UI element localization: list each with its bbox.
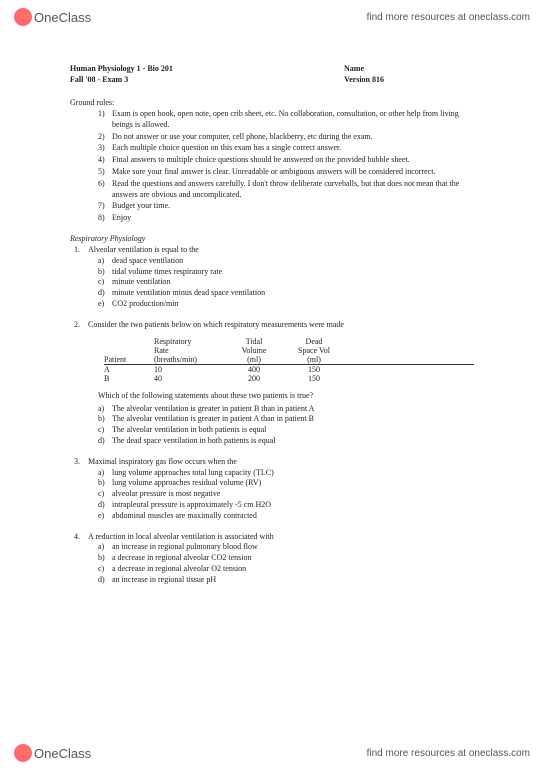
option-text: The alveolar ventilation in both patient… [112,425,266,436]
col-header: Respiratory [154,337,224,346]
rule-text: Enjoy [112,213,131,224]
rule-text: Each multiple choice question on this ex… [112,143,341,154]
option-text: alveolar pressure is most negative [112,489,220,500]
col-header: (ml) [284,355,344,364]
logo-icon [14,8,32,26]
option-text: abdominal muscles are maximally contract… [112,511,257,522]
ground-rules-heading: Ground rules: [70,98,474,107]
option-text: dead space ventilation [112,256,183,267]
rule-text: Budget your time. [112,201,170,212]
option-text: an increase in regional pulmonary blood … [112,542,258,553]
brand-logo[interactable]: OneClass [14,8,91,26]
col-header: Space Vol [284,346,344,355]
option-text: minute ventilation minus dead space vent… [112,288,265,299]
header-bar: OneClass find more resources at oneclass… [0,0,544,34]
cell: 40 [154,374,224,383]
col-header: Dead [284,337,344,346]
question-text: Consider the two patients below on which… [88,320,344,331]
col-header: Tidal [224,337,284,346]
header-tagline[interactable]: find more resources at oneclass.com [367,12,530,23]
col-header: (ml) [224,355,284,364]
rule-text: Final answers to multiple choice questio… [112,155,410,166]
cell: 150 [284,374,344,383]
version-label: Version 816 [344,75,384,84]
logo-icon [14,744,32,762]
cell: 400 [224,365,284,374]
question-4: 4.A reduction in local alveolar ventilat… [74,532,474,586]
option-text: CO2 production/min [112,299,178,310]
cell: 200 [224,374,284,383]
course-title: Human Physiology 1 - Bio 201 [70,64,173,73]
logo-text: OneClass [34,10,91,25]
name-label: Name [344,64,364,73]
option-text: The alveolar ventilation is greater in p… [112,414,314,425]
question-statement: Which of the following statements about … [74,391,474,400]
section-heading: Respiratory Physiology [70,234,474,243]
question-text: Alveolar ventilation is equal to the [88,245,199,256]
question-text: A reduction in local alveolar ventilatio… [88,532,274,543]
option-text: a decrease in regional alveolar CO2 tens… [112,553,252,564]
data-table: Respiratory Tidal Dead Rate Volume Space… [104,337,474,383]
option-text: The alveolar ventilation is greater in p… [112,404,314,415]
col-header: Rate [154,346,224,355]
logo-text: OneClass [34,746,91,761]
col-header: (breaths/min) [154,355,224,364]
option-text: The dead space ventilation in both patie… [112,436,276,447]
option-text: minute ventilation [112,277,170,288]
footer-bar: OneClass find more resources at oneclass… [0,736,544,770]
ground-rules-list: 1)Exam is open book, open note, open cri… [70,109,474,224]
footer-tagline[interactable]: find more resources at oneclass.com [367,748,530,759]
rule-text: Read the questions and answers carefully… [112,179,474,201]
question-1: 1.Alveolar ventilation is equal to the a… [74,245,474,310]
option-text: intrapleural pressure is approximately -… [112,500,271,511]
question-text: Maximal inspiratory gas flow occurs when… [88,457,237,468]
cell: B [104,374,154,383]
question-2: 2.Consider the two patients below on whi… [74,320,474,447]
cell: 10 [154,365,224,374]
option-text: lung volume approaches total lung capaci… [112,468,274,479]
rule-text: Exam is open book, open note, open crib … [112,109,474,131]
option-text: a decrease in regional alveolar O2 tensi… [112,564,246,575]
rule-text: Make sure your final answer is clear. Un… [112,167,435,178]
col-header: Patient [104,355,154,364]
document-page: Human Physiology 1 - Bio 201 Name Fall '… [0,34,544,616]
exam-label: Fall '08 - Exam 3 [70,75,128,84]
option-text: an increase in regional tissue pH [112,575,216,586]
rule-text: Do not answer or use your computer, cell… [112,132,373,143]
cell: A [104,365,154,374]
option-text: lung volume approaches residual volume (… [112,478,261,489]
col-header: Volume [224,346,284,355]
question-3: 3.Maximal inspiratory gas flow occurs wh… [74,457,474,522]
brand-logo-footer[interactable]: OneClass [14,744,91,762]
cell: 150 [284,365,344,374]
option-text: tidal volume times respiratory rate [112,267,222,278]
